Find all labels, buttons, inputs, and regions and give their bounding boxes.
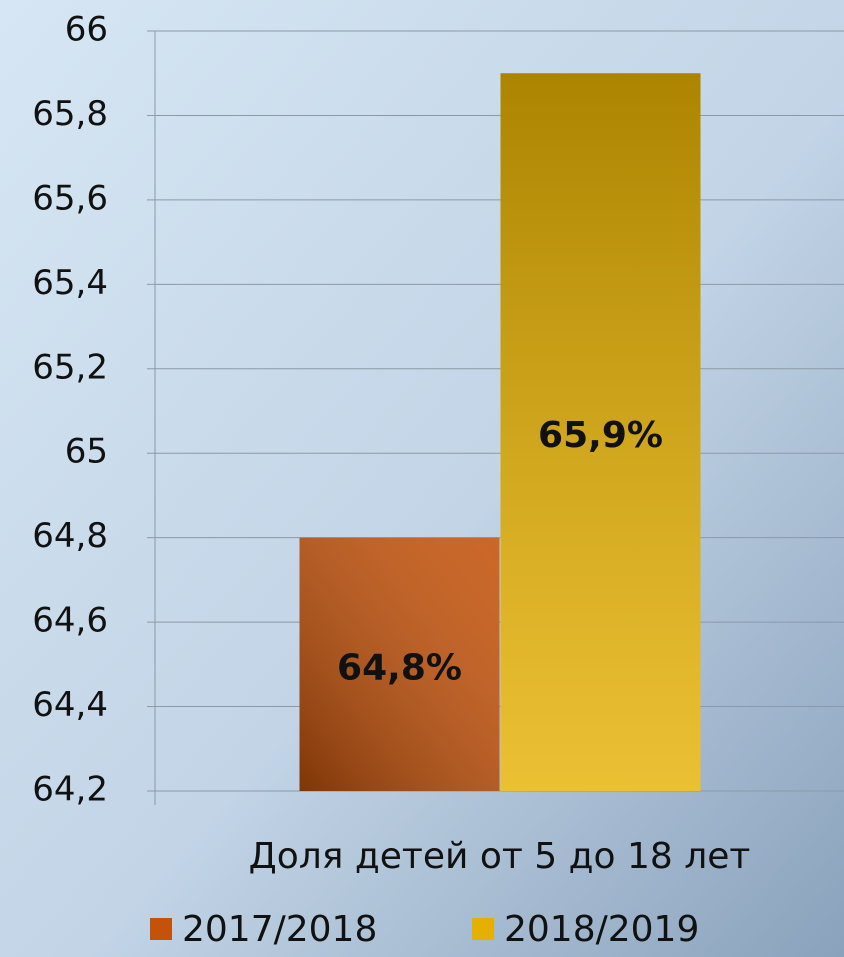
- legend-swatch: [472, 918, 494, 940]
- bar-shade: [299, 537, 500, 791]
- y-tick-label: 64,2: [32, 770, 108, 810]
- x-tick-label: Доля детей от 5 до 18 лет: [249, 836, 751, 877]
- value-label: 64,8%: [337, 647, 462, 688]
- value-label: 65,9%: [538, 415, 663, 456]
- y-tick-label: 66: [65, 10, 108, 50]
- y-tick-label: 65,8: [32, 94, 108, 134]
- legend-swatch: [150, 918, 172, 940]
- legend-label: 2018/2019: [504, 909, 699, 950]
- y-tick-label: 64,4: [32, 685, 108, 725]
- y-tick-label: 65,6: [32, 178, 108, 218]
- y-tick-label: 65: [65, 432, 108, 472]
- y-tick-label: 65,4: [32, 263, 108, 303]
- bar-shade: [500, 73, 701, 791]
- y-tick-label: 65,2: [32, 347, 108, 387]
- y-tick-label: 64,6: [32, 601, 108, 641]
- y-tick-label: 64,8: [32, 516, 108, 556]
- legend-label: 2017/2018: [182, 909, 377, 950]
